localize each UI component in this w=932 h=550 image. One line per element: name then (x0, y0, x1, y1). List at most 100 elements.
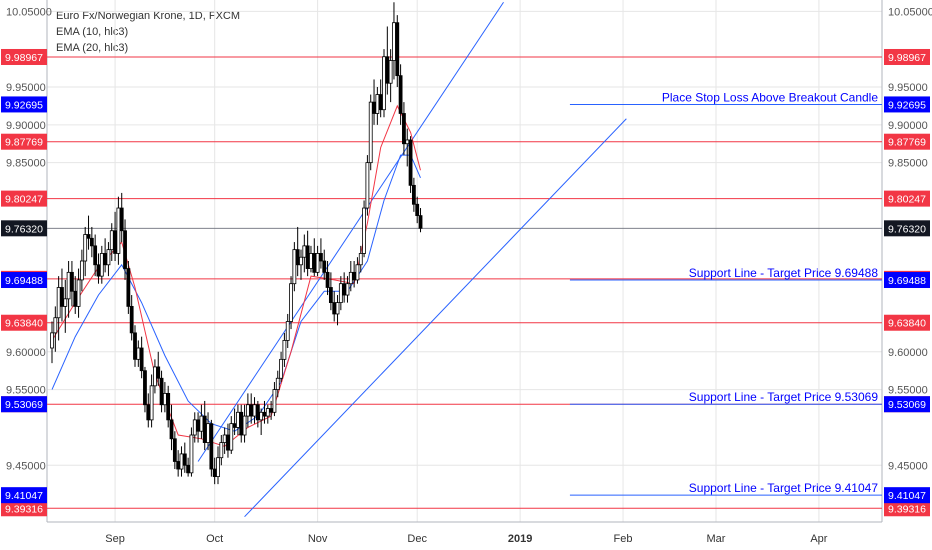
candle-body (87, 235, 90, 239)
target-price-label-text-right: 9.53069 (888, 399, 926, 411)
target-price-label-text-right: 9.41047 (888, 490, 926, 502)
candle-body (406, 140, 409, 144)
price-level-label-text-right: 9.63840 (888, 318, 926, 330)
candle-body (177, 461, 180, 469)
target-price-label-text-left: 9.69488 (5, 275, 43, 287)
candle-body (120, 208, 123, 231)
candle-body (263, 412, 266, 416)
candle-body (230, 424, 233, 450)
candle (117, 197, 120, 265)
candle-body (309, 253, 312, 268)
candle-body (94, 246, 97, 265)
candle-body (163, 393, 166, 404)
y-tick-label-right: 9.85000 (888, 158, 928, 170)
candle (283, 333, 286, 367)
candle-body (207, 424, 210, 443)
candle-body (180, 454, 183, 469)
candle (376, 87, 379, 125)
candle-body (353, 272, 356, 280)
candle-body (313, 253, 316, 272)
candle-body (233, 424, 236, 428)
candle (406, 129, 409, 167)
candle-body (137, 348, 140, 359)
candle (130, 295, 133, 340)
candle-body (107, 250, 110, 265)
candle-body (399, 76, 402, 114)
x-tick-label: Mar (707, 533, 726, 545)
candle-body (326, 272, 329, 287)
candle (217, 446, 220, 484)
candle-body (349, 272, 352, 283)
candle-body (153, 367, 156, 386)
candle (336, 295, 339, 325)
current-price-label-text-left: 9.76320 (5, 223, 43, 235)
candle (319, 238, 322, 268)
candle-body (97, 265, 100, 276)
candle (140, 337, 143, 379)
x-tick-label: Dec (407, 533, 427, 545)
candle-body (150, 386, 153, 420)
candle (316, 246, 319, 276)
candle (160, 371, 163, 413)
candle (412, 178, 415, 212)
candle (51, 322, 54, 364)
trendline (198, 2, 503, 461)
candle (280, 352, 283, 382)
candle-body (363, 208, 366, 253)
candle (153, 359, 156, 393)
candle-body (366, 163, 369, 208)
candle (200, 405, 203, 439)
candle (253, 397, 256, 423)
candle-body (346, 284, 349, 295)
candle (399, 64, 402, 125)
candle (286, 314, 289, 348)
y-tick-label-right: 9.60000 (888, 347, 928, 359)
candle-body (173, 439, 176, 462)
candle (409, 136, 412, 193)
candle (180, 446, 183, 476)
candle (60, 269, 63, 322)
candle-body (389, 61, 392, 84)
candle-body (130, 306, 133, 332)
candle-body (402, 113, 405, 143)
candle-body (392, 23, 395, 61)
candle (173, 431, 176, 469)
candle (349, 261, 352, 291)
candle-body (223, 435, 226, 443)
target-price-label-text-left: 9.92695 (5, 99, 43, 111)
candle-body (127, 269, 130, 307)
candle (300, 250, 303, 280)
candle-body (70, 272, 73, 291)
candle-body (343, 284, 346, 295)
candle (266, 405, 269, 424)
candle (220, 435, 223, 465)
candle-body (183, 454, 186, 465)
candle-body (134, 333, 137, 359)
candle (223, 427, 226, 453)
candle (114, 212, 117, 261)
candle (84, 227, 87, 276)
target-price-label-text-left: 9.53069 (5, 399, 43, 411)
candle-body (273, 390, 276, 413)
candle (147, 393, 150, 427)
candle-body (60, 287, 63, 306)
candle-body (376, 95, 379, 114)
annotation-text: Place Stop Loss Above Breakout Candle (662, 90, 878, 104)
candle (80, 250, 83, 292)
candle-body (200, 416, 203, 431)
candle-body (110, 231, 113, 250)
candle (230, 416, 233, 454)
candle (276, 371, 279, 397)
target-price-label-text-right: 9.69488 (888, 275, 926, 287)
grid (47, 0, 882, 522)
candle (190, 427, 193, 476)
candle (203, 401, 206, 450)
candle (313, 238, 316, 276)
candle-body (306, 246, 309, 269)
candle-body (226, 435, 229, 450)
candle (163, 382, 166, 412)
candle-body (246, 405, 249, 416)
price-level-label-text-right: 9.39316 (888, 503, 926, 515)
candle (416, 197, 419, 223)
